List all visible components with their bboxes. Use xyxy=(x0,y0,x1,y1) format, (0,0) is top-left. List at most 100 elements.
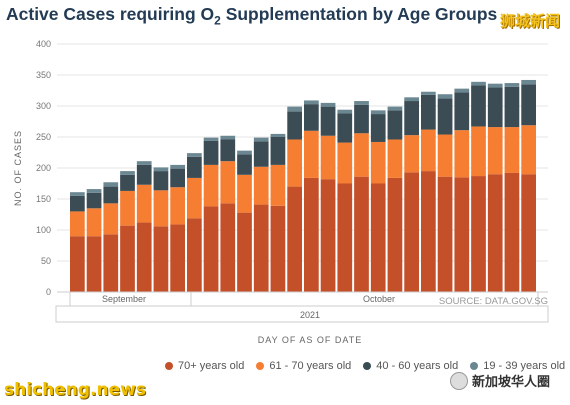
bar-segment xyxy=(253,204,269,292)
bar-segment xyxy=(203,140,219,165)
bar-segment xyxy=(404,135,419,173)
bar-segment xyxy=(454,92,470,131)
bar-segment xyxy=(170,224,185,292)
bar-segment xyxy=(387,110,403,140)
bar-segment xyxy=(471,81,486,86)
bar-segment xyxy=(354,101,369,105)
legend-item: 19 - 39 years old xyxy=(470,360,565,372)
bar-segment xyxy=(203,206,219,292)
bar-segment xyxy=(170,187,185,225)
bar-segment xyxy=(287,186,302,292)
bar-segment xyxy=(504,127,520,173)
y-tick-label: 50 xyxy=(41,256,51,266)
bar-segment xyxy=(304,104,319,131)
bar-segment xyxy=(237,174,252,213)
bar-segment xyxy=(437,94,453,99)
bar-segment xyxy=(270,205,286,292)
bar-segment xyxy=(120,190,135,226)
bar-segment xyxy=(287,106,302,112)
bar-segment xyxy=(237,154,252,175)
legend-swatch xyxy=(363,362,372,370)
bar-segment xyxy=(437,134,453,177)
bar-segment xyxy=(153,226,169,292)
bar-segment xyxy=(220,139,236,162)
bar-segment xyxy=(320,102,336,107)
y-axis-label: NO. OF CASES xyxy=(13,130,23,206)
legend-item: 40 - 60 years old xyxy=(363,360,458,372)
bar-segment xyxy=(153,190,169,227)
bar-segment xyxy=(421,171,436,292)
bar-segment xyxy=(203,164,219,207)
bar-segment xyxy=(270,164,286,206)
bar-segment xyxy=(320,135,336,180)
bar-segment xyxy=(304,177,319,292)
bar-segment xyxy=(86,236,102,292)
bar-segment xyxy=(370,110,386,115)
legend-label: 19 - 39 years old xyxy=(483,360,566,372)
bar-segment xyxy=(421,91,436,95)
bar-segment xyxy=(287,111,302,140)
bar-segment xyxy=(354,176,369,292)
bar-segment xyxy=(370,183,386,292)
bar-segment xyxy=(521,125,536,175)
bar-segment xyxy=(237,150,252,155)
legend-swatch xyxy=(256,362,265,370)
bar-segment xyxy=(454,130,470,178)
bar-segment xyxy=(487,174,503,292)
x-axis-label: DAY OF AS OF DATE xyxy=(258,335,363,345)
bar-segment xyxy=(153,171,169,191)
source-note: SOURCE: DATA.GOV.SG xyxy=(439,296,548,307)
bar-segment xyxy=(454,177,470,292)
bar-segment xyxy=(86,189,102,193)
bar-segment xyxy=(437,98,453,135)
bar-segment xyxy=(370,141,386,184)
chart-legend: 70+ years old 61 - 70 years old 40 - 60 ye… xyxy=(165,360,565,372)
wechat-icon xyxy=(450,371,468,390)
legend-swatch xyxy=(470,362,479,370)
bar-segment xyxy=(287,139,302,187)
bar-segment xyxy=(70,195,85,212)
bar-segment xyxy=(337,113,353,143)
bar-segment xyxy=(337,109,353,114)
bar-segment xyxy=(220,203,236,292)
bar-segment xyxy=(120,171,135,175)
bar-segment xyxy=(103,186,119,204)
bar-segment xyxy=(70,192,85,196)
bar-segment xyxy=(471,85,486,127)
bar-segment xyxy=(387,139,403,178)
bar-segment xyxy=(103,203,119,235)
bar-segment xyxy=(253,137,269,142)
bar-segment xyxy=(220,161,236,204)
bar-segment xyxy=(170,164,185,169)
month-label-october: October xyxy=(363,294,395,304)
bar-segment xyxy=(86,192,102,209)
bar-segment xyxy=(437,176,453,292)
bar-segment xyxy=(404,172,419,292)
bar-segment xyxy=(337,183,353,292)
bar-segment xyxy=(304,100,319,105)
year-band xyxy=(55,305,549,323)
bar-segment xyxy=(354,133,369,177)
bar-segment xyxy=(203,137,219,141)
month-label-september: September xyxy=(102,294,146,304)
bar-segment xyxy=(187,218,202,292)
bar-segment xyxy=(170,168,185,188)
bar-segment xyxy=(220,135,236,140)
bar-segment xyxy=(153,167,169,172)
watermark-bottom-right: 新加坡华人圈 xyxy=(450,371,550,390)
y-tick-label: 300 xyxy=(36,101,51,111)
bar-segment xyxy=(103,182,119,187)
bar-segment xyxy=(253,166,269,205)
bar-segment xyxy=(504,86,520,128)
y-tick-label: 400 xyxy=(36,39,51,49)
bar-segment xyxy=(253,141,269,167)
bar-segment xyxy=(70,236,85,292)
bar-segment xyxy=(187,153,202,157)
bar-segment xyxy=(304,130,319,178)
legend-label: 70+ years old xyxy=(178,360,245,372)
bar-segment xyxy=(270,133,286,137)
legend-item: 61 - 70 years old xyxy=(256,360,351,372)
bar-segment xyxy=(404,101,419,136)
y-tick-label: 200 xyxy=(36,163,51,173)
legend-swatch xyxy=(165,362,173,370)
